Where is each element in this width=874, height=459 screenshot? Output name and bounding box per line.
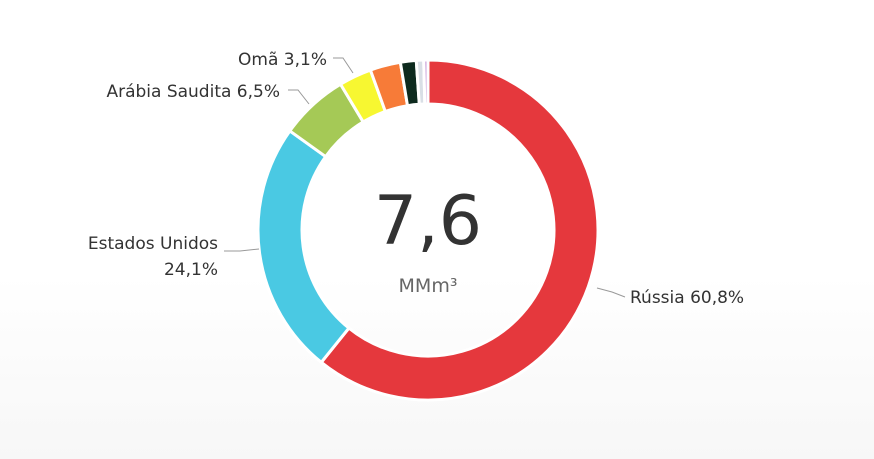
slice-label-arabia-saudita: Arábia Saudita 6,5% bbox=[106, 82, 280, 102]
slice-label-estados-unidos-name: Estados Unidos bbox=[88, 234, 218, 254]
leader-line-oma bbox=[333, 57, 354, 74]
leader-lines bbox=[224, 57, 626, 298]
leader-line-russia bbox=[596, 287, 626, 298]
leader-line-arabia-saudita bbox=[288, 89, 310, 105]
leader-line-estados-unidos bbox=[224, 248, 260, 252]
slice-label-oma: Omã 3,1% bbox=[238, 50, 327, 70]
slice-label-russia: Rússia 60,8% bbox=[630, 288, 744, 308]
center-value: 7,6 bbox=[374, 182, 482, 261]
center-unit: MMm³ bbox=[399, 275, 458, 297]
slice-label-estados-unidos-percent: 24,1% bbox=[164, 260, 218, 280]
donut-slice-slice-8 bbox=[422, 58, 430, 106]
donut-slice-russia bbox=[319, 58, 600, 402]
donut-slice-estados-unidos bbox=[256, 128, 352, 365]
donut-slices bbox=[256, 58, 600, 402]
